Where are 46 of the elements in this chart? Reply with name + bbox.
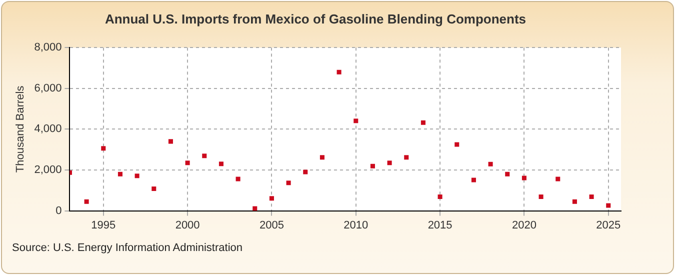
x-tick-label: 2015 [428, 219, 452, 232]
point [118, 172, 122, 176]
point [606, 203, 611, 208]
point [572, 199, 577, 204]
x-tick-label: 2005 [259, 219, 284, 232]
point [134, 174, 140, 178]
x-tick-label: 2020 [512, 219, 536, 232]
chart-title: Annual U.S. Imports from Mexico of Gasoline Blending Components [104, 11, 526, 26]
point [320, 155, 324, 160]
y-tick-label: 8,000 [34, 42, 62, 54]
point [236, 176, 240, 182]
point [471, 178, 476, 182]
point [505, 172, 510, 176]
point [185, 160, 190, 166]
point [420, 120, 426, 125]
point [101, 146, 106, 151]
point [84, 199, 89, 204]
point [269, 196, 274, 201]
point [152, 186, 156, 192]
y-tick-label: 6,000 [34, 82, 62, 94]
point [589, 194, 594, 199]
y-axis-title: Thousand Barrels [14, 85, 27, 173]
point [218, 162, 224, 166]
point [202, 154, 207, 158]
point [354, 118, 358, 124]
point [286, 180, 291, 186]
point [387, 160, 392, 166]
source-note: Source: U.S. Energy Information Administration [12, 242, 242, 254]
point [556, 176, 560, 182]
point [303, 170, 308, 174]
point [538, 194, 544, 199]
y-tick-label: 2,000 [34, 164, 62, 176]
x-tick-label: 1995 [91, 219, 116, 232]
point [404, 155, 409, 160]
point [522, 176, 526, 180]
x-tick-label: 2000 [175, 219, 200, 232]
y-tick-label: 0 [56, 204, 62, 217]
x-tick-label: 2010 [344, 219, 368, 232]
point [336, 70, 342, 74]
point [488, 162, 493, 166]
point [168, 139, 173, 144]
x-tick-label: 2025 [596, 219, 621, 232]
y-tick-label: 4,000 [34, 123, 62, 136]
point [438, 194, 442, 199]
point [454, 142, 460, 147]
point [370, 164, 375, 168]
